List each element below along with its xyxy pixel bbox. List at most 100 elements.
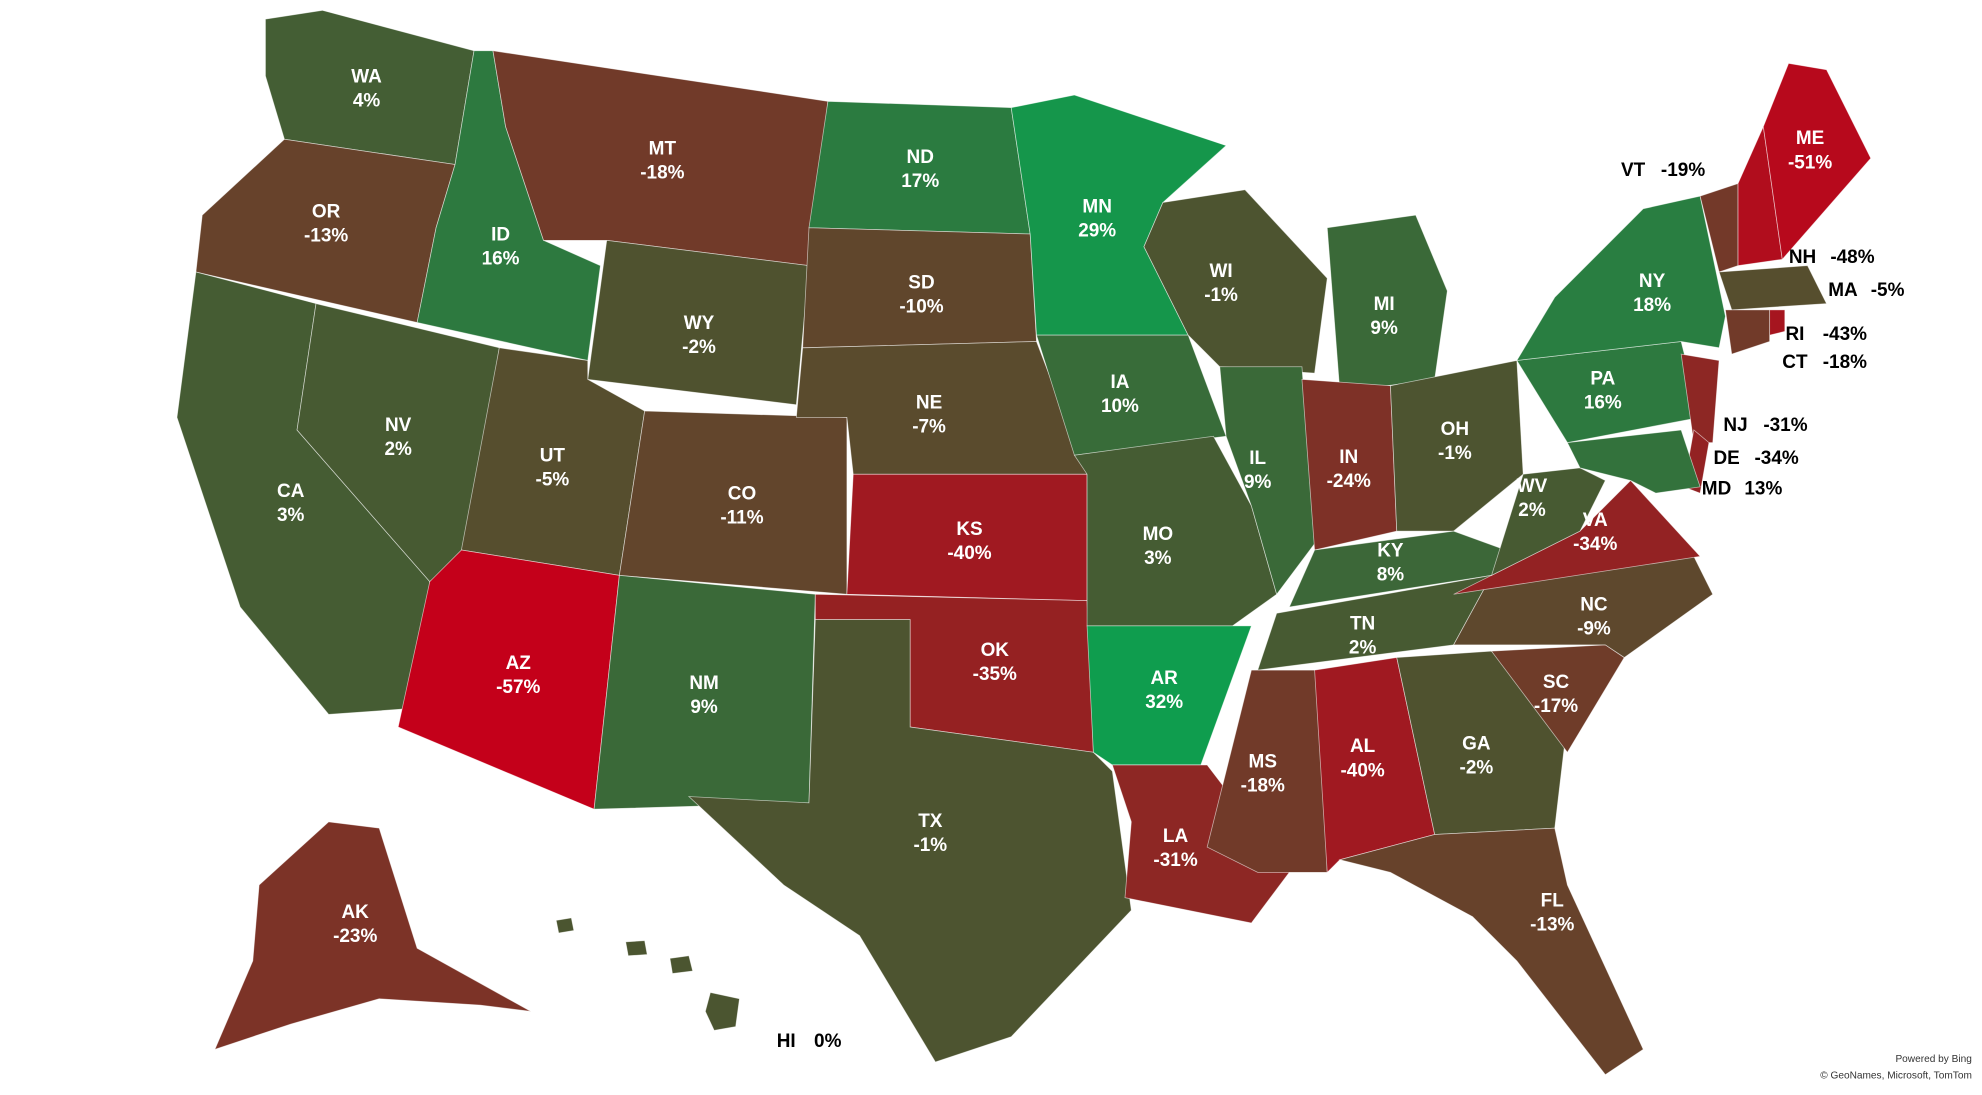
- state-code: CT: [1782, 352, 1808, 373]
- state-value: -17%: [1534, 696, 1578, 717]
- state-value: -2%: [682, 337, 716, 358]
- state-value: -31%: [1153, 850, 1197, 871]
- state-code: MS: [1249, 751, 1277, 772]
- state-code: NC: [1580, 595, 1608, 616]
- state-value: -9%: [1577, 619, 1611, 640]
- state: [1724, 309, 1771, 355]
- state-value: -1%: [913, 835, 947, 856]
- state-code: FL: [1541, 890, 1564, 911]
- state-code: VT: [1621, 160, 1646, 181]
- state-code: OR: [312, 202, 341, 223]
- state-value: 9%: [690, 697, 718, 718]
- state-value: 9%: [1370, 318, 1398, 339]
- states: [176, 9, 1872, 1076]
- state-code: MN: [1082, 197, 1111, 218]
- state-value: -51%: [1788, 152, 1832, 173]
- state-code: HI: [777, 1031, 796, 1052]
- state-code: PA: [1590, 368, 1615, 389]
- state-code: NH: [1789, 247, 1816, 268]
- state: [1073, 435, 1278, 627]
- state: [1206, 669, 1328, 873]
- state-value: -7%: [912, 416, 946, 437]
- state-code: GA: [1462, 734, 1491, 755]
- state-value: -10%: [899, 296, 943, 317]
- state: [1396, 650, 1568, 835]
- state-value: 3%: [277, 505, 305, 526]
- state-code: SC: [1543, 672, 1570, 693]
- state-code: WY: [684, 313, 715, 334]
- state: [1111, 764, 1290, 924]
- state-code: MA: [1828, 280, 1858, 301]
- state-code: MI: [1374, 294, 1395, 315]
- state-code: MT: [649, 138, 677, 159]
- state-code: NV: [385, 415, 412, 436]
- state-value: 16%: [1584, 392, 1622, 413]
- state-value: 13%: [1744, 478, 1782, 499]
- state-value: 2%: [1518, 500, 1546, 521]
- state-code: UT: [540, 446, 566, 467]
- state-value: -5%: [536, 470, 570, 491]
- state: [1680, 353, 1720, 443]
- state-value: 3%: [1144, 548, 1172, 569]
- state: [555, 917, 740, 1031]
- state-value: 18%: [1633, 295, 1671, 316]
- state-value: -1%: [1438, 443, 1472, 464]
- state: [1762, 62, 1872, 261]
- state-code: OH: [1441, 419, 1469, 440]
- state-value: -57%: [496, 677, 540, 698]
- state-code: LA: [1163, 826, 1189, 847]
- state-code: AL: [1350, 736, 1375, 757]
- state-code: NM: [689, 673, 718, 694]
- state-code: KY: [1377, 540, 1404, 561]
- state: [1769, 309, 1786, 336]
- state-value: -18%: [640, 162, 684, 183]
- state-value: -34%: [1754, 448, 1798, 469]
- state-value: 29%: [1078, 221, 1116, 242]
- state: [1143, 189, 1328, 374]
- state-code: AR: [1150, 668, 1178, 689]
- state-value: -2%: [1460, 758, 1494, 779]
- labels: WA 4% OR -13% CA 3% NV 2% ID 16% MT -18% WY -2% UT -5% C…: [277, 66, 1905, 1051]
- state: [397, 549, 620, 810]
- state: [1219, 366, 1315, 596]
- state-code: KS: [956, 519, 982, 540]
- state-value: -1%: [1204, 285, 1238, 306]
- state-code: RI: [1785, 324, 1804, 345]
- state-value: -13%: [304, 226, 348, 247]
- state-value: 16%: [482, 248, 520, 269]
- state-code: SD: [908, 272, 934, 293]
- state-value: -43%: [1823, 324, 1867, 345]
- state-value: 2%: [384, 439, 412, 460]
- state-value: -23%: [333, 926, 377, 947]
- state-value: -48%: [1830, 247, 1874, 268]
- state-value: -35%: [973, 664, 1017, 685]
- state-value: -5%: [1871, 280, 1905, 301]
- state-value: -11%: [720, 507, 763, 528]
- state-code: IN: [1339, 447, 1358, 468]
- state: [1390, 359, 1524, 532]
- state-value: -13%: [1530, 914, 1574, 935]
- state: [214, 821, 532, 1050]
- state-value: -24%: [1327, 471, 1371, 492]
- state-code: MD: [1702, 478, 1731, 499]
- state-value: -40%: [947, 543, 991, 564]
- state-code: ME: [1796, 128, 1824, 149]
- attribution: Powered by Bing: [1895, 1054, 1971, 1065]
- state: [587, 239, 810, 406]
- state-code: MO: [1143, 524, 1174, 545]
- state-value: -40%: [1341, 760, 1385, 781]
- state-value: 17%: [901, 171, 939, 192]
- state-code: NJ: [1723, 415, 1747, 436]
- state: [1490, 467, 1606, 577]
- state-code: DE: [1713, 448, 1739, 469]
- state-code: CO: [728, 483, 756, 504]
- state: [1338, 827, 1644, 1076]
- attribution: © GeoNames, Microsoft, TomTom: [1820, 1071, 1972, 1082]
- state-code: CA: [277, 481, 305, 502]
- state-code: NY: [1639, 271, 1666, 292]
- state-value: -34%: [1573, 534, 1617, 555]
- state-code: WA: [351, 66, 382, 87]
- state: [1718, 265, 1828, 311]
